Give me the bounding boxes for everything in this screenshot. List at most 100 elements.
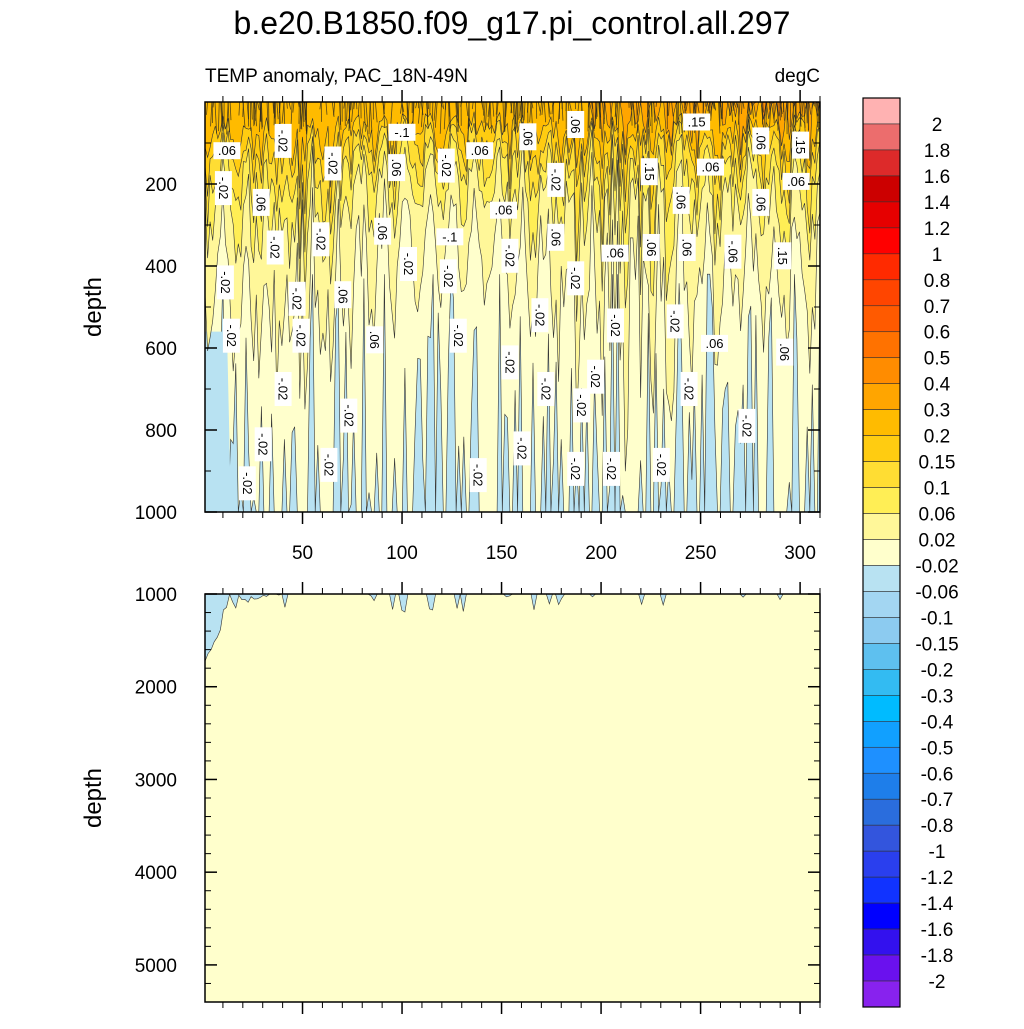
contour-label: .06 bbox=[602, 245, 629, 262]
contour-label-text: .15 bbox=[642, 163, 657, 181]
upper-x-tick-label: 250 bbox=[685, 543, 717, 564]
contour-label-text: .06 bbox=[548, 228, 563, 246]
colorbar-swatch bbox=[863, 721, 900, 747]
contour-label-text: -.02 bbox=[325, 152, 340, 174]
contour-label-text: -.02 bbox=[515, 437, 530, 459]
contour-label: .15 bbox=[641, 158, 658, 185]
colorbar-swatch bbox=[863, 669, 900, 695]
colorbar-label: 0.4 bbox=[924, 375, 951, 396]
contour-label-text: -.02 bbox=[538, 378, 553, 400]
colorbar-label: 0.1 bbox=[924, 479, 950, 500]
colorbar-label: 1.6 bbox=[924, 167, 950, 188]
contour-label: -.02 bbox=[289, 282, 306, 316]
lower-y-axis-title: depth bbox=[80, 768, 107, 828]
colorbar-swatch bbox=[863, 98, 900, 124]
contour-label: .06 bbox=[679, 234, 696, 261]
contour-label: -.02 bbox=[603, 452, 620, 486]
colorbar-label: 1.8 bbox=[924, 141, 950, 162]
colorbar-swatch bbox=[863, 358, 900, 384]
colorbar-swatch bbox=[863, 591, 900, 617]
contour-label: -.02 bbox=[567, 261, 584, 295]
upper-surface-contour-line bbox=[769, 102, 770, 110]
colorbar-swatch bbox=[863, 955, 900, 981]
colorbar-swatch bbox=[863, 773, 900, 799]
contour-label: -.02 bbox=[537, 372, 554, 406]
contour-label-text: .06 bbox=[606, 246, 624, 261]
contour-label: -.02 bbox=[239, 466, 256, 500]
contour-label-text: -.02 bbox=[268, 236, 283, 258]
contour-label-text: -.02 bbox=[503, 351, 518, 373]
contour-label: .06 bbox=[519, 123, 536, 150]
colorbar-swatch bbox=[863, 799, 900, 825]
lower-y-tick-label: 3000 bbox=[135, 770, 177, 791]
colorbar-swatch bbox=[863, 514, 900, 540]
contour-label-text: -.02 bbox=[401, 253, 416, 275]
upper-surface-contour-line bbox=[432, 102, 433, 121]
colorbar-swatch bbox=[863, 617, 900, 643]
contour-label-text: .06 bbox=[701, 160, 719, 175]
colorbar-label: -0.2 bbox=[921, 660, 954, 681]
colorbar-label: 0.8 bbox=[924, 271, 950, 292]
contour-label-text: .15 bbox=[688, 115, 706, 130]
colorbar-label: -0.1 bbox=[921, 608, 954, 629]
contour-label: -.02 bbox=[531, 298, 548, 332]
colorbar-label: -0.02 bbox=[915, 556, 958, 577]
contour-label: .06 bbox=[697, 159, 724, 176]
colorbar-label: -1.6 bbox=[921, 920, 954, 941]
upper-surface-contour-line bbox=[790, 102, 791, 127]
colorbar-label: -1 bbox=[929, 842, 946, 863]
contour-label-text: .06 bbox=[568, 115, 583, 133]
contour-label-text: -.02 bbox=[503, 245, 518, 267]
upper-y-tick-label: 1000 bbox=[135, 503, 177, 524]
colorbar-swatch bbox=[863, 332, 900, 358]
colorbar-swatch bbox=[863, 825, 900, 851]
contour-label-text: -.02 bbox=[294, 324, 309, 346]
colorbar-swatch bbox=[863, 695, 900, 721]
contour-label: .06 bbox=[776, 339, 793, 366]
contour-label-text: -.02 bbox=[548, 169, 563, 191]
contour-label: .15 bbox=[774, 242, 791, 269]
contour-label-text: .06 bbox=[680, 238, 695, 256]
contour-label: -.02 bbox=[653, 448, 670, 482]
contour-label-text: -.02 bbox=[216, 177, 231, 199]
contour-label: -.02 bbox=[293, 319, 310, 353]
colorbar-label: -0.4 bbox=[921, 712, 954, 733]
colorbar-swatch bbox=[863, 877, 900, 903]
upper-x-tick-label: 50 bbox=[292, 543, 313, 564]
colorbar-label: -0.06 bbox=[915, 582, 958, 603]
lower-y-tick-label: 2000 bbox=[135, 678, 177, 699]
colorbar-label: -0.7 bbox=[921, 790, 954, 811]
upper-x-tick-label: 200 bbox=[585, 543, 617, 564]
contour-label-text: -.02 bbox=[321, 454, 336, 476]
colorbar-swatch bbox=[863, 462, 900, 488]
upper-surface-contour-line bbox=[742, 102, 743, 114]
contour-label: -.02 bbox=[312, 222, 329, 256]
colorbar-swatch bbox=[863, 436, 900, 462]
contour-label: -.02 bbox=[667, 304, 684, 338]
contour-label: .06 bbox=[673, 187, 690, 214]
contour-label: .06 bbox=[334, 281, 351, 308]
chart-subtitle-left: TEMP anomaly, PAC_18N-49N bbox=[205, 66, 468, 87]
contour-label: -.02 bbox=[275, 124, 292, 158]
upper-x-tick-label: 150 bbox=[486, 543, 518, 564]
contour-label: -.06 bbox=[724, 235, 741, 269]
colorbar-swatch bbox=[863, 540, 900, 566]
upper-surface-contour-line bbox=[588, 102, 589, 131]
upper-panel: .06 -.02 -.02 -.1 .06 -.02 .06 .06 .06 .15 .06 .15.… bbox=[135, 90, 820, 564]
contour-label-text: -.02 bbox=[218, 271, 233, 293]
contour-label-text: .06 bbox=[644, 238, 659, 256]
contour-label: -.1 bbox=[389, 124, 416, 141]
contour-label: -.02 bbox=[514, 431, 531, 465]
contour-label: -.02 bbox=[450, 319, 467, 353]
contour-label-text: -.02 bbox=[568, 458, 583, 480]
lower-background bbox=[205, 594, 820, 1002]
contour-label: -.02 bbox=[340, 399, 357, 433]
contour-label-text: -.02 bbox=[313, 228, 328, 250]
contour-label-text: -.1 bbox=[442, 229, 457, 244]
contour-label-text: -.02 bbox=[276, 130, 291, 152]
contour-label: .15 bbox=[683, 114, 710, 131]
contour-label: -.02 bbox=[440, 259, 457, 293]
contour-label: .06 bbox=[374, 218, 391, 245]
